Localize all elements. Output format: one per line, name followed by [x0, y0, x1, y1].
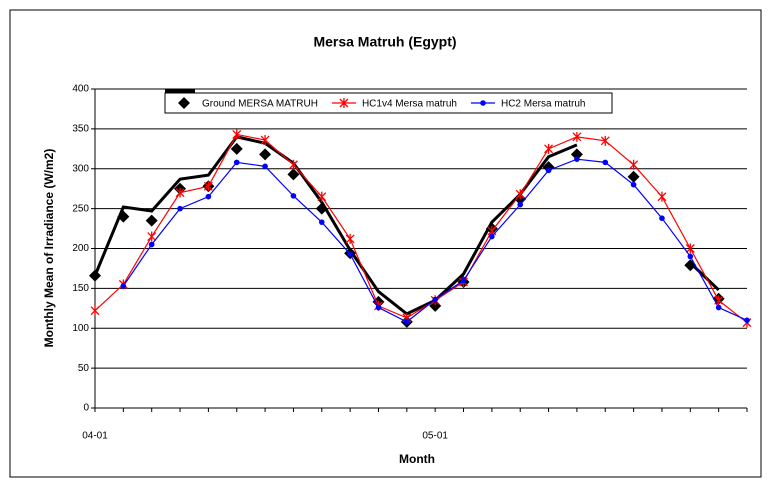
chart-border [9, 9, 762, 478]
dot-marker [432, 296, 438, 303]
y-tick-label: 50 [78, 363, 90, 374]
star-marker [147, 231, 157, 242]
series-line [93, 135, 720, 316]
dot-marker [148, 241, 155, 248]
chart-title: Mersa Matruh (Egypt) [313, 34, 456, 50]
dot-marker [687, 253, 694, 260]
legend-label: Ground MERSA MATRUH [202, 99, 318, 110]
dot-marker [517, 201, 524, 208]
x-tick-label: 04-01 [82, 431, 108, 442]
dot-marker [659, 215, 665, 221]
dot-marker [404, 319, 410, 325]
dot-marker [574, 156, 580, 162]
dot-marker [233, 159, 240, 166]
x-axis-title: Month [399, 452, 435, 466]
dot-marker [545, 167, 552, 174]
diamond-marker [230, 142, 243, 155]
star-marker [544, 143, 554, 154]
dot-marker [318, 219, 325, 225]
y-tick-label: 150 [72, 283, 89, 294]
dot-marker [262, 163, 268, 170]
star-marker [345, 233, 355, 244]
dot-marker [290, 193, 297, 199]
y-axis-title: Monthly Mean of Irradiance (W/m2) [42, 149, 56, 348]
diamond-marker [315, 202, 328, 215]
dot-marker [460, 277, 467, 284]
star-marker [260, 135, 270, 146]
dot-marker [375, 304, 382, 311]
star-marker [657, 191, 667, 202]
diamond-marker [178, 97, 190, 109]
diamond-marker [145, 214, 158, 227]
dot-marker [120, 283, 127, 289]
star-marker [90, 305, 100, 316]
star-marker [600, 135, 610, 146]
y-tick-label: 0 [83, 403, 89, 414]
star-marker [232, 129, 242, 140]
y-tick-label: 300 [72, 163, 89, 174]
dot-marker [347, 251, 353, 257]
dot-marker [602, 159, 609, 166]
dot-marker [715, 304, 722, 311]
dot-marker [480, 100, 486, 106]
diamond-marker [287, 168, 300, 181]
dot-marker [489, 233, 495, 240]
diamond-marker [627, 170, 640, 183]
series-line [94, 133, 748, 324]
star-marker [572, 131, 582, 142]
dot-marker [177, 205, 183, 212]
x-tick-label: 05-01 [422, 431, 448, 442]
star-marker [629, 159, 639, 170]
diamond-marker [570, 148, 583, 161]
diamond-marker [89, 269, 101, 282]
star-marker [175, 187, 185, 198]
star-marker [203, 181, 213, 192]
diamond-marker [117, 210, 130, 223]
star-marker [339, 98, 349, 108]
y-tick-label: 250 [72, 203, 89, 214]
y-tick-label: 400 [72, 84, 89, 95]
diamond-marker [259, 148, 272, 161]
star-marker [288, 159, 298, 170]
y-tick-label: 100 [72, 323, 89, 334]
y-tick-label: 350 [72, 124, 89, 135]
legend: Ground MERSA MATRUH HC1v4 Mersa matruh HC2… [164, 89, 613, 114]
legend-label: HC1v4 Mersa matruh [362, 99, 457, 110]
dot-marker [630, 181, 637, 188]
y-tick-label: 200 [72, 243, 89, 254]
dot-marker [744, 317, 750, 324]
legend-label: HC2 Mersa matruh [501, 99, 585, 110]
star-marker [317, 191, 327, 202]
dot-marker [205, 193, 212, 200]
legend-box [164, 92, 613, 114]
diamond-marker [542, 161, 555, 174]
star-marker [685, 243, 695, 254]
star-marker [515, 189, 525, 200]
